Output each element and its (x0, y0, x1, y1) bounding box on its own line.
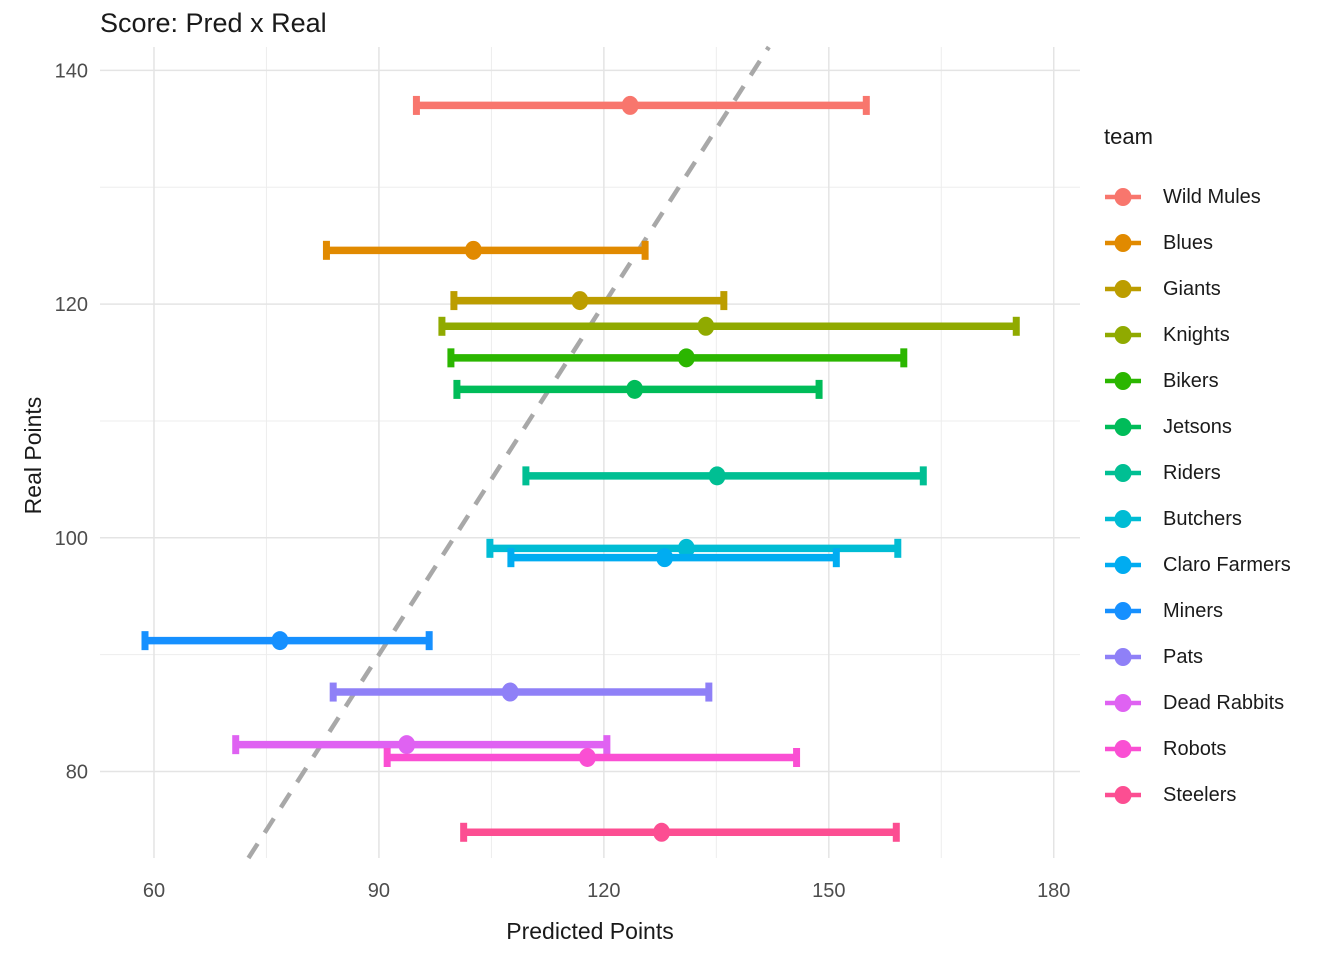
legend-label: Wild Mules (1163, 185, 1261, 208)
legend-swatch-errorbar-icon (1105, 464, 1141, 482)
legend-item-knights: Knights (1104, 312, 1339, 358)
legend-swatch-errorbar-icon (1105, 234, 1141, 252)
point-miners (271, 631, 289, 651)
x-tick-label: 120 (587, 880, 620, 902)
legend-swatch-errorbar-icon (1105, 556, 1141, 574)
x-tick-label: 150 (812, 880, 845, 902)
y-tick-label: 100 (55, 528, 88, 550)
legend-title: team (1104, 124, 1153, 149)
chart-title: Score: Pred x Real (100, 8, 327, 38)
legend-items: Wild Mules Blues Giants Knights Bikers Jetson… (1104, 174, 1339, 818)
legend-swatch-errorbar-icon (1105, 648, 1141, 666)
legend-swatch-errorbar-icon (1105, 786, 1141, 804)
legend-swatch-errorbar-icon (1105, 188, 1141, 206)
legend-swatch-errorbar-icon (1105, 280, 1141, 298)
legend-label: Giants (1163, 277, 1221, 300)
legend-label: Pats (1163, 645, 1204, 668)
point-robots (578, 748, 596, 768)
y-axis-title: Real Points (20, 396, 46, 515)
point-pats (501, 682, 519, 702)
legend-item-blues: Blues (1104, 220, 1339, 266)
legend-item-wild-mules: Wild Mules (1104, 174, 1339, 220)
legend-label: Knights (1163, 323, 1230, 346)
legend-label: Bikers (1163, 369, 1219, 392)
legend-item-claro-farmers: Claro Farmers (1104, 542, 1339, 588)
legend: team Wild Mules Blues Giants Knights Bikers J… (1104, 124, 1339, 818)
legend-item-steelers: Steelers (1104, 772, 1339, 818)
point-giants (571, 291, 589, 311)
point-blues (464, 240, 482, 260)
y-tick-label: 140 (55, 60, 88, 82)
legend-item-miners: Miners (1104, 588, 1339, 634)
legend-swatch-errorbar-icon (1105, 372, 1141, 390)
point-dead-rabbits (398, 735, 416, 755)
legend-swatch-errorbar-icon (1105, 418, 1141, 436)
x-tick-label: 180 (1037, 880, 1070, 902)
x-tick-label: 90 (368, 880, 390, 902)
point-steelers (653, 822, 671, 842)
legend-label: Blues (1163, 231, 1214, 254)
identity-dashed-line (246, 45, 771, 860)
legend-swatch-errorbar-icon (1105, 326, 1141, 344)
legend-item-butchers: Butchers (1104, 496, 1339, 542)
point-jetsons (626, 379, 644, 399)
x-axis-title: Predicted Points (506, 918, 674, 944)
legend-label: Claro Farmers (1163, 553, 1291, 576)
y-tick-label: 120 (55, 294, 88, 316)
legend-swatch-errorbar-icon (1105, 740, 1141, 758)
legend-item-robots: Robots (1104, 726, 1339, 772)
y-tick-label: 80 (66, 762, 88, 784)
legend-label: Riders (1163, 461, 1221, 484)
legend-label: Robots (1163, 737, 1227, 760)
legend-label: Dead Rabbits (1163, 691, 1285, 714)
point-claro-farmers (656, 548, 674, 568)
legend-swatch-errorbar-icon (1105, 694, 1141, 712)
point-riders (708, 466, 726, 486)
point-wild-mules (621, 95, 639, 115)
point-knights (697, 316, 715, 336)
legend-swatch-errorbar-icon (1105, 510, 1141, 528)
point-bikers (677, 348, 695, 368)
legend-label: Butchers (1163, 507, 1242, 530)
legend-item-jetsons: Jetsons (1104, 404, 1339, 450)
legend-label: Miners (1163, 599, 1224, 622)
legend-item-giants: Giants (1104, 266, 1339, 312)
legend-label: Steelers (1163, 783, 1237, 806)
legend-item-dead-rabbits: Dead Rabbits (1104, 680, 1339, 726)
x-tick-label: 60 (143, 880, 165, 902)
point-butchers (677, 538, 695, 558)
legend-label: Jetsons (1163, 415, 1232, 438)
legend-swatch-errorbar-icon (1105, 602, 1141, 620)
legend-item-bikers: Bikers (1104, 358, 1339, 404)
legend-item-riders: Riders (1104, 450, 1339, 496)
legend-item-pats: Pats (1104, 634, 1339, 680)
